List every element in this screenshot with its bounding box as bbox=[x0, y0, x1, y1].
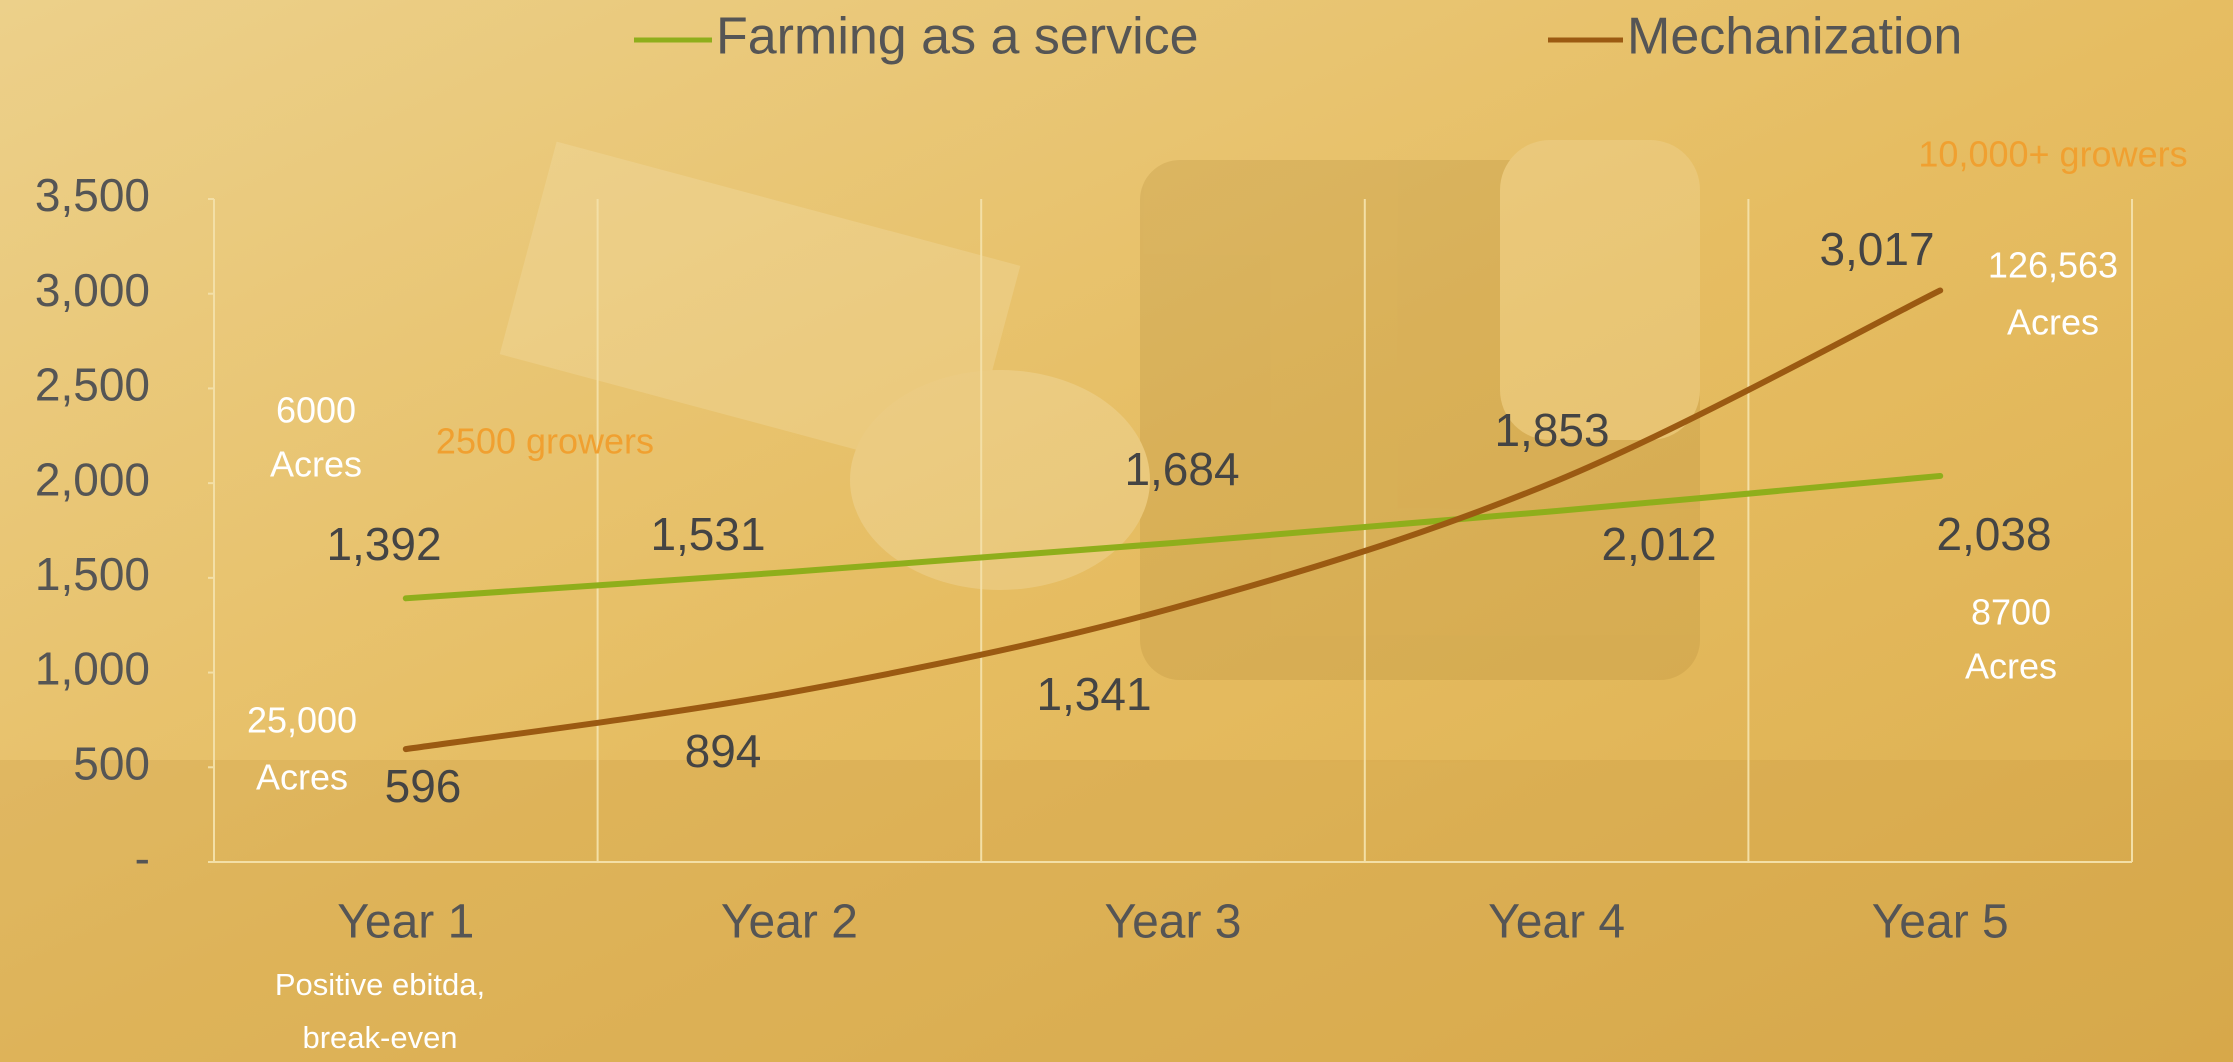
annotation: Acres bbox=[256, 757, 348, 798]
data-label: 2,012 bbox=[1601, 518, 1716, 570]
annotation: 10,000+ growers bbox=[1918, 134, 2187, 175]
data-label: 596 bbox=[385, 760, 462, 812]
annotation: 2500 growers bbox=[436, 421, 654, 462]
y-tick-label: 1,000 bbox=[35, 643, 150, 695]
data-label: 1,341 bbox=[1036, 668, 1151, 720]
y-tick-label: 500 bbox=[73, 737, 150, 789]
data-label: 1,531 bbox=[650, 508, 765, 560]
x-tick-label: Year 3 bbox=[1104, 896, 1241, 949]
annotation: 25,000 bbox=[247, 700, 357, 741]
y-tick-label: 1,500 bbox=[35, 548, 150, 600]
x-tick-label: Year 1 bbox=[337, 896, 474, 949]
y-tick-label: 2,500 bbox=[35, 359, 150, 411]
y-tick-label: 2,000 bbox=[35, 453, 150, 505]
data-label: 2,038 bbox=[1936, 508, 2051, 560]
series-line bbox=[402, 287, 1944, 753]
data-label: 3,017 bbox=[1819, 223, 1934, 275]
x-tick-label: Year 4 bbox=[1488, 896, 1625, 949]
photo-shapes bbox=[0, 140, 2233, 1062]
annotation: Acres bbox=[2007, 302, 2099, 343]
series-line bbox=[402, 472, 1944, 602]
data-label: 894 bbox=[685, 725, 762, 777]
annotation: break-even bbox=[302, 1020, 457, 1055]
annotation: Acres bbox=[270, 444, 362, 485]
data-label: 1,684 bbox=[1124, 443, 1239, 495]
data-label: 1,392 bbox=[326, 518, 441, 570]
annotation: 8700 bbox=[1971, 592, 2051, 633]
annotation: 6000 bbox=[276, 390, 356, 431]
y-tick-label: 3,000 bbox=[35, 264, 150, 316]
annotation: Acres bbox=[1965, 646, 2057, 687]
annotation: 126,563 bbox=[1988, 245, 2118, 286]
y-tick-label: 3,500 bbox=[35, 169, 150, 221]
annotation: Positive ebitda, bbox=[275, 967, 485, 1002]
y-tick-label: - bbox=[135, 832, 150, 884]
x-tick-label: Year 5 bbox=[1872, 896, 2009, 949]
data-label: 1,853 bbox=[1494, 404, 1609, 456]
legend-label: Mechanization bbox=[1627, 8, 1962, 66]
x-tick-label: Year 2 bbox=[721, 896, 858, 949]
legend-label: Farming as a service bbox=[716, 8, 1199, 66]
